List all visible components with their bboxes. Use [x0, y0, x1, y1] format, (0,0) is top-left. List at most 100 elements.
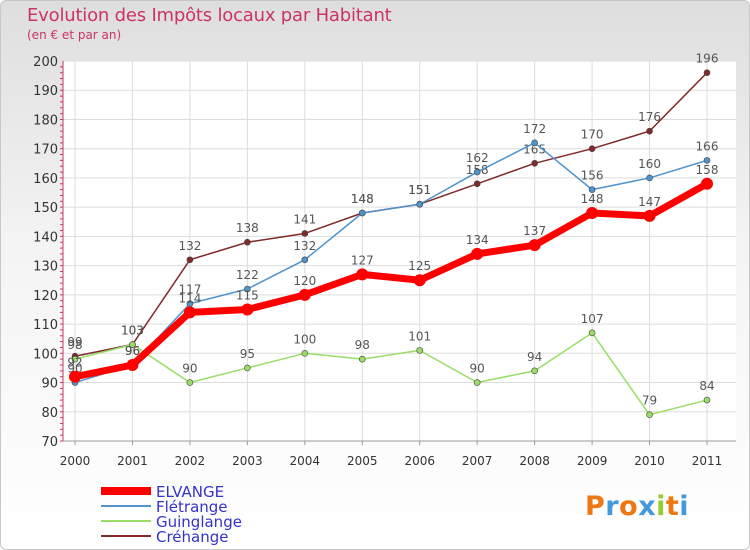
data-point-elvange — [413, 274, 426, 287]
x-tick-label: 2009 — [577, 454, 608, 468]
data-point-elvange — [356, 268, 369, 281]
data-label-elvange: 96 — [125, 344, 140, 358]
x-tick-label: 2010 — [634, 454, 665, 468]
data-point-crehange — [301, 230, 309, 237]
data-point-guinglange — [358, 355, 366, 363]
series-line-guinglange — [74, 332, 708, 416]
data-point-guinglange — [186, 379, 194, 386]
data-point-elvange — [183, 306, 196, 319]
x-tick-label: 2002 — [175, 454, 206, 468]
data-point-elvange — [69, 370, 81, 383]
y-tick-label: 200 — [33, 55, 58, 70]
data-label-guinglange: 95 — [240, 347, 255, 361]
data-label-guinglange: 90 — [182, 362, 197, 376]
data-point-guinglange — [416, 347, 424, 354]
data-point-guinglange — [588, 329, 596, 337]
chart-subtitle: (en € et par an) — [27, 28, 122, 42]
data-point-fletrange — [646, 174, 653, 182]
y-tick-label: 150 — [33, 201, 58, 216]
series-line-fletrange — [74, 142, 708, 384]
x-tick-label: 2001 — [117, 454, 148, 468]
x-tick-label: 2011 — [692, 454, 723, 468]
data-label-guinglange: 101 — [408, 329, 431, 343]
data-point-elvange — [701, 177, 713, 190]
data-label-crehange: 103 — [121, 324, 144, 338]
data-label-fletrange: 151 — [408, 183, 431, 197]
data-label-guinglange: 79 — [642, 394, 657, 408]
y-tick-label: 90 — [41, 377, 58, 392]
data-point-crehange — [588, 145, 596, 152]
data-point-crehange — [244, 238, 251, 246]
data-label-guinglange: 103 — [121, 324, 144, 338]
data-label-fletrange: 132 — [293, 239, 316, 253]
data-label-fletrange: 148 — [351, 192, 374, 206]
data-label-guinglange: 100 — [293, 332, 316, 346]
data-label-guinglange: 107 — [581, 312, 604, 326]
y-tick-label: 100 — [33, 347, 58, 362]
data-label-elvange: 147 — [638, 195, 661, 209]
data-point-guinglange — [301, 350, 309, 357]
data-label-fletrange: 172 — [523, 122, 546, 136]
y-tick-label: 140 — [33, 230, 58, 245]
data-point-fletrange — [531, 139, 538, 147]
y-tick-label: 70 — [41, 435, 58, 450]
y-tick-label: 80 — [41, 406, 58, 421]
logo-letter: o — [619, 491, 639, 522]
data-label-fletrange: 90 — [67, 362, 82, 376]
logo-letter: i — [656, 491, 666, 522]
data-label-elvange: 92 — [67, 356, 82, 370]
data-label-fletrange: 122 — [236, 268, 259, 282]
data-label-crehange: 141 — [293, 212, 316, 226]
y-tick-label: 170 — [33, 143, 58, 158]
data-point-fletrange — [416, 200, 424, 208]
y-tick-label: 180 — [33, 113, 58, 128]
data-label-guinglange: 90 — [470, 362, 485, 376]
legend-label-crehange: Créhange — [156, 528, 229, 546]
legend-label-fletrange: Flétrange — [156, 498, 228, 516]
data-label-guinglange: 94 — [527, 350, 542, 364]
data-label-fletrange: 117 — [178, 283, 201, 297]
data-label-elvange: 148 — [581, 192, 604, 206]
data-point-elvange — [528, 239, 541, 252]
series-line-elvange — [71, 180, 711, 381]
data-label-crehange: 170 — [581, 128, 604, 142]
data-label-crehange: 176 — [638, 110, 661, 124]
x-tick-label: 2005 — [347, 454, 378, 468]
data-label-elvange: 114 — [178, 291, 201, 305]
data-point-guinglange — [129, 341, 136, 348]
legend-label-guinglange: Guinglange — [156, 513, 242, 531]
y-tick-label: 110 — [33, 318, 58, 333]
data-point-fletrange — [703, 157, 711, 164]
data-point-guinglange — [646, 411, 653, 418]
logo-letter: t — [665, 491, 680, 522]
data-point-crehange — [473, 180, 481, 188]
y-tick-label: 190 — [33, 84, 58, 99]
data-point-guinglange — [71, 355, 79, 363]
data-point-fletrange — [473, 168, 481, 176]
x-tick-label: 2003 — [232, 454, 263, 468]
data-label-crehange: 151 — [408, 183, 431, 197]
x-tick-label: 2000 — [60, 454, 91, 468]
logo-letter: i — [679, 491, 690, 522]
data-label-crehange: 132 — [178, 239, 201, 253]
data-label-guinglange: 98 — [67, 338, 82, 352]
data-point-elvange — [586, 207, 599, 219]
y-tick-label: 160 — [33, 172, 58, 187]
data-label-elvange: 158 — [696, 163, 719, 177]
proxiti-logo: Proxiti — [585, 491, 689, 522]
y-tick-label: 120 — [33, 289, 58, 304]
data-point-guinglange — [244, 364, 251, 372]
data-point-guinglange — [473, 379, 481, 386]
data-point-elvange — [241, 303, 254, 316]
data-label-elvange: 137 — [523, 224, 546, 238]
chart-title: Evolution des Impôts locaux par Habitant — [27, 5, 392, 26]
x-tick-label: 2008 — [519, 454, 550, 468]
logo-letter: r — [605, 491, 620, 522]
x-tick-label: 2007 — [462, 454, 493, 468]
data-label-crehange: 99 — [67, 335, 82, 349]
logo-letter: x — [638, 491, 657, 522]
data-point-crehange — [703, 69, 711, 76]
data-point-guinglange — [703, 396, 711, 404]
data-label-fletrange: 160 — [638, 157, 661, 171]
